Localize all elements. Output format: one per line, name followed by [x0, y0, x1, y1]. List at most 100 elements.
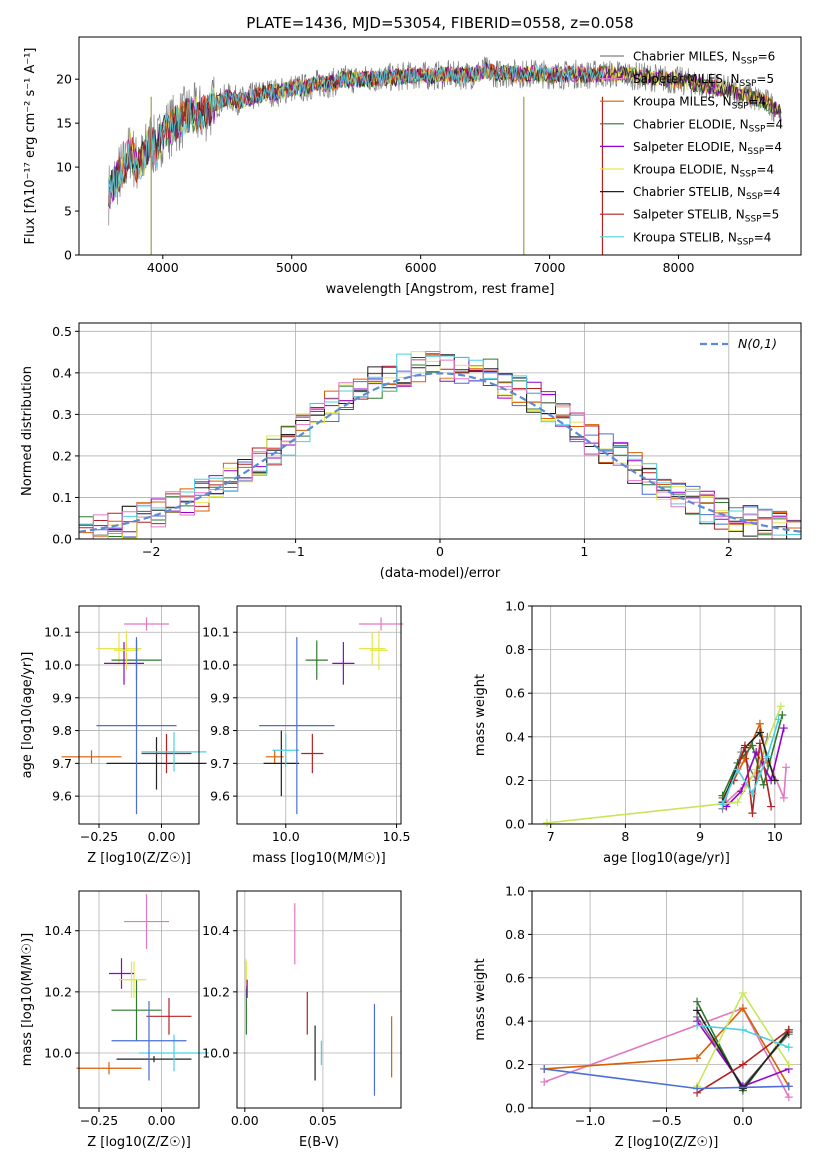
errorbar-point: [141, 732, 207, 772]
y-tick-label: 20: [56, 72, 72, 87]
panel-frame-5: −0.25 0.00 10.0 10.2 10.4 Z [log10(Z/Z☉)] mass…: [20, 890, 200, 1150]
axes-frame: [236, 890, 402, 1109]
axes-frame: [236, 605, 402, 825]
legend-entry-sub: SSP: [741, 57, 758, 67]
panel-frame-1: −2 −1 0 1 2 0.0 0.1 0.2 0.3 0.4 0.5 (data-model)/er…: [20, 322, 802, 581]
y-axis-label: age [log10(age/yr)]: [20, 652, 35, 779]
errorbar-point: [358, 632, 386, 666]
weight-marker: [755, 739, 764, 748]
y-tick-label: 15: [56, 116, 72, 131]
errorbar-point: [272, 733, 300, 767]
legend-entry-value: =5: [756, 72, 774, 86]
x-tick-label: −0.25: [80, 829, 118, 844]
weight-marker: [748, 741, 757, 750]
y-tick-label: 9.9: [52, 690, 72, 705]
errorbar-point: [265, 750, 284, 764]
histograms: [79, 351, 801, 539]
errorbar-point: [305, 640, 328, 680]
spectrum-title: PLATE=1436, MJD=53054, FIBERID=0558, z=0…: [246, 14, 633, 32]
x-tick-label: 10.5: [383, 829, 411, 844]
panel-6: [237, 891, 401, 1108]
spectrum-series: [108, 63, 605, 206]
spectrum-lines: [108, 56, 782, 255]
panel-2: [79, 606, 199, 824]
axes-frame: [531, 605, 802, 825]
y-tick-label: 10.1: [44, 625, 72, 640]
legend-entry-value: =6: [758, 50, 776, 64]
errorbar-point: [146, 997, 192, 1035]
legend-entry-value: =4: [749, 95, 767, 109]
panel-frame-7: −1.0 −0.5 0.0 0.0 0.2 0.4 0.6 0.8 1.0 Z [log10(Z/…: [473, 884, 802, 1150]
y-tick-label: 9.8: [52, 723, 72, 738]
x-tick-label: 2: [725, 544, 733, 559]
legend-entry-sub: SSP: [747, 147, 764, 157]
legend-entry-value: =4: [765, 117, 783, 131]
weight-lines-4: [542, 702, 791, 827]
legend-entry-sub: SSP: [745, 215, 762, 225]
x-tick-label: −0.5: [651, 1113, 681, 1128]
weight-marker: [748, 809, 757, 818]
y-tick-label: 10: [56, 160, 72, 175]
y-tick-label: 0.0: [505, 817, 525, 832]
x-axis-label: Z [log10(Z/Z☉)]: [615, 1135, 719, 1150]
weight-marker: [784, 1025, 793, 1034]
legend-entry-text: Chabrier ELODIE, N: [633, 117, 749, 131]
y-axis-label: mass weight: [473, 958, 488, 1040]
legend-entry: Kroupa STELIB, NSSP=4: [633, 230, 771, 247]
weight-marker: [540, 1077, 549, 1086]
panel-4: [532, 605, 801, 825]
errorbar-point: [111, 979, 162, 1041]
panel-frame-0: 4000 5000 6000 7000 8000 0 5 10 15 20 wavelength […: [23, 36, 802, 297]
legend-entry-sub: SSP: [740, 79, 757, 89]
x-tick-label: 0.00: [231, 1113, 259, 1128]
legend-entry-sub: SSP: [740, 170, 757, 180]
errorbars-3: [259, 617, 404, 815]
x-axis-label: E(B-V): [299, 1135, 339, 1150]
x-tick-label: 6000: [405, 260, 437, 275]
errorbar-point: [358, 617, 404, 631]
legend-entry-text: Kroupa MILES, N: [633, 95, 732, 109]
weight-marker: [778, 711, 787, 719]
y-tick-label: 10.0: [44, 658, 72, 673]
errorbars-2: [61, 617, 207, 815]
weight-marker: [784, 1093, 793, 1102]
weight-marker: [763, 752, 772, 761]
y-tick-label: 0.6: [505, 686, 525, 701]
x-tick-label: 5000: [276, 260, 308, 275]
errorbar-point: [106, 737, 207, 790]
errorbar-point: [96, 637, 177, 815]
y-tick-label: 9.7: [52, 756, 72, 771]
errorbar-point: [124, 894, 169, 950]
y-tick-label: 0.8: [505, 642, 525, 657]
x-tick-label: 8000: [663, 260, 695, 275]
legend-entry-sub: SSP: [732, 102, 749, 112]
y-tick-label: 10.0: [44, 1045, 72, 1060]
x-axis-label: mass [log10(M/M☉)]: [252, 851, 385, 866]
panel-7: [532, 890, 801, 1109]
legend-entry-value: =5: [762, 208, 780, 222]
weight-marker: [738, 1004, 747, 1013]
legend-entry: N(0,1): [738, 336, 777, 351]
weight-marker: [776, 702, 785, 711]
weight-marker: [542, 818, 551, 827]
weight-marker: [779, 724, 788, 733]
legend-entry-text: Salpeter ELODIE, N: [633, 140, 747, 154]
errorbar-point: [104, 642, 144, 685]
weight-marker: [693, 1021, 702, 1030]
y-tick-label: 0.4: [52, 365, 72, 380]
weight-marker: [733, 765, 742, 774]
weight-marker: [770, 776, 779, 785]
y-tick-label: 10.0: [202, 1045, 230, 1060]
errorbar-point: [263, 730, 300, 797]
legend-entry: Salpeter STELIB, NSSP=5: [633, 208, 779, 225]
y-tick-label: 10.2: [44, 984, 72, 999]
y-tick-label: 1.0: [505, 599, 525, 614]
weight-marker: [782, 763, 791, 772]
axes-frame: [78, 890, 200, 1109]
y-tick-label: 0.5: [52, 324, 72, 339]
x-tick-label: 10: [767, 829, 783, 844]
legend-entry-value: =4: [763, 185, 781, 199]
weight-marker: [718, 800, 727, 809]
x-tick-label: 8: [621, 829, 629, 844]
x-axis-label: (data-model)/error: [380, 566, 501, 581]
